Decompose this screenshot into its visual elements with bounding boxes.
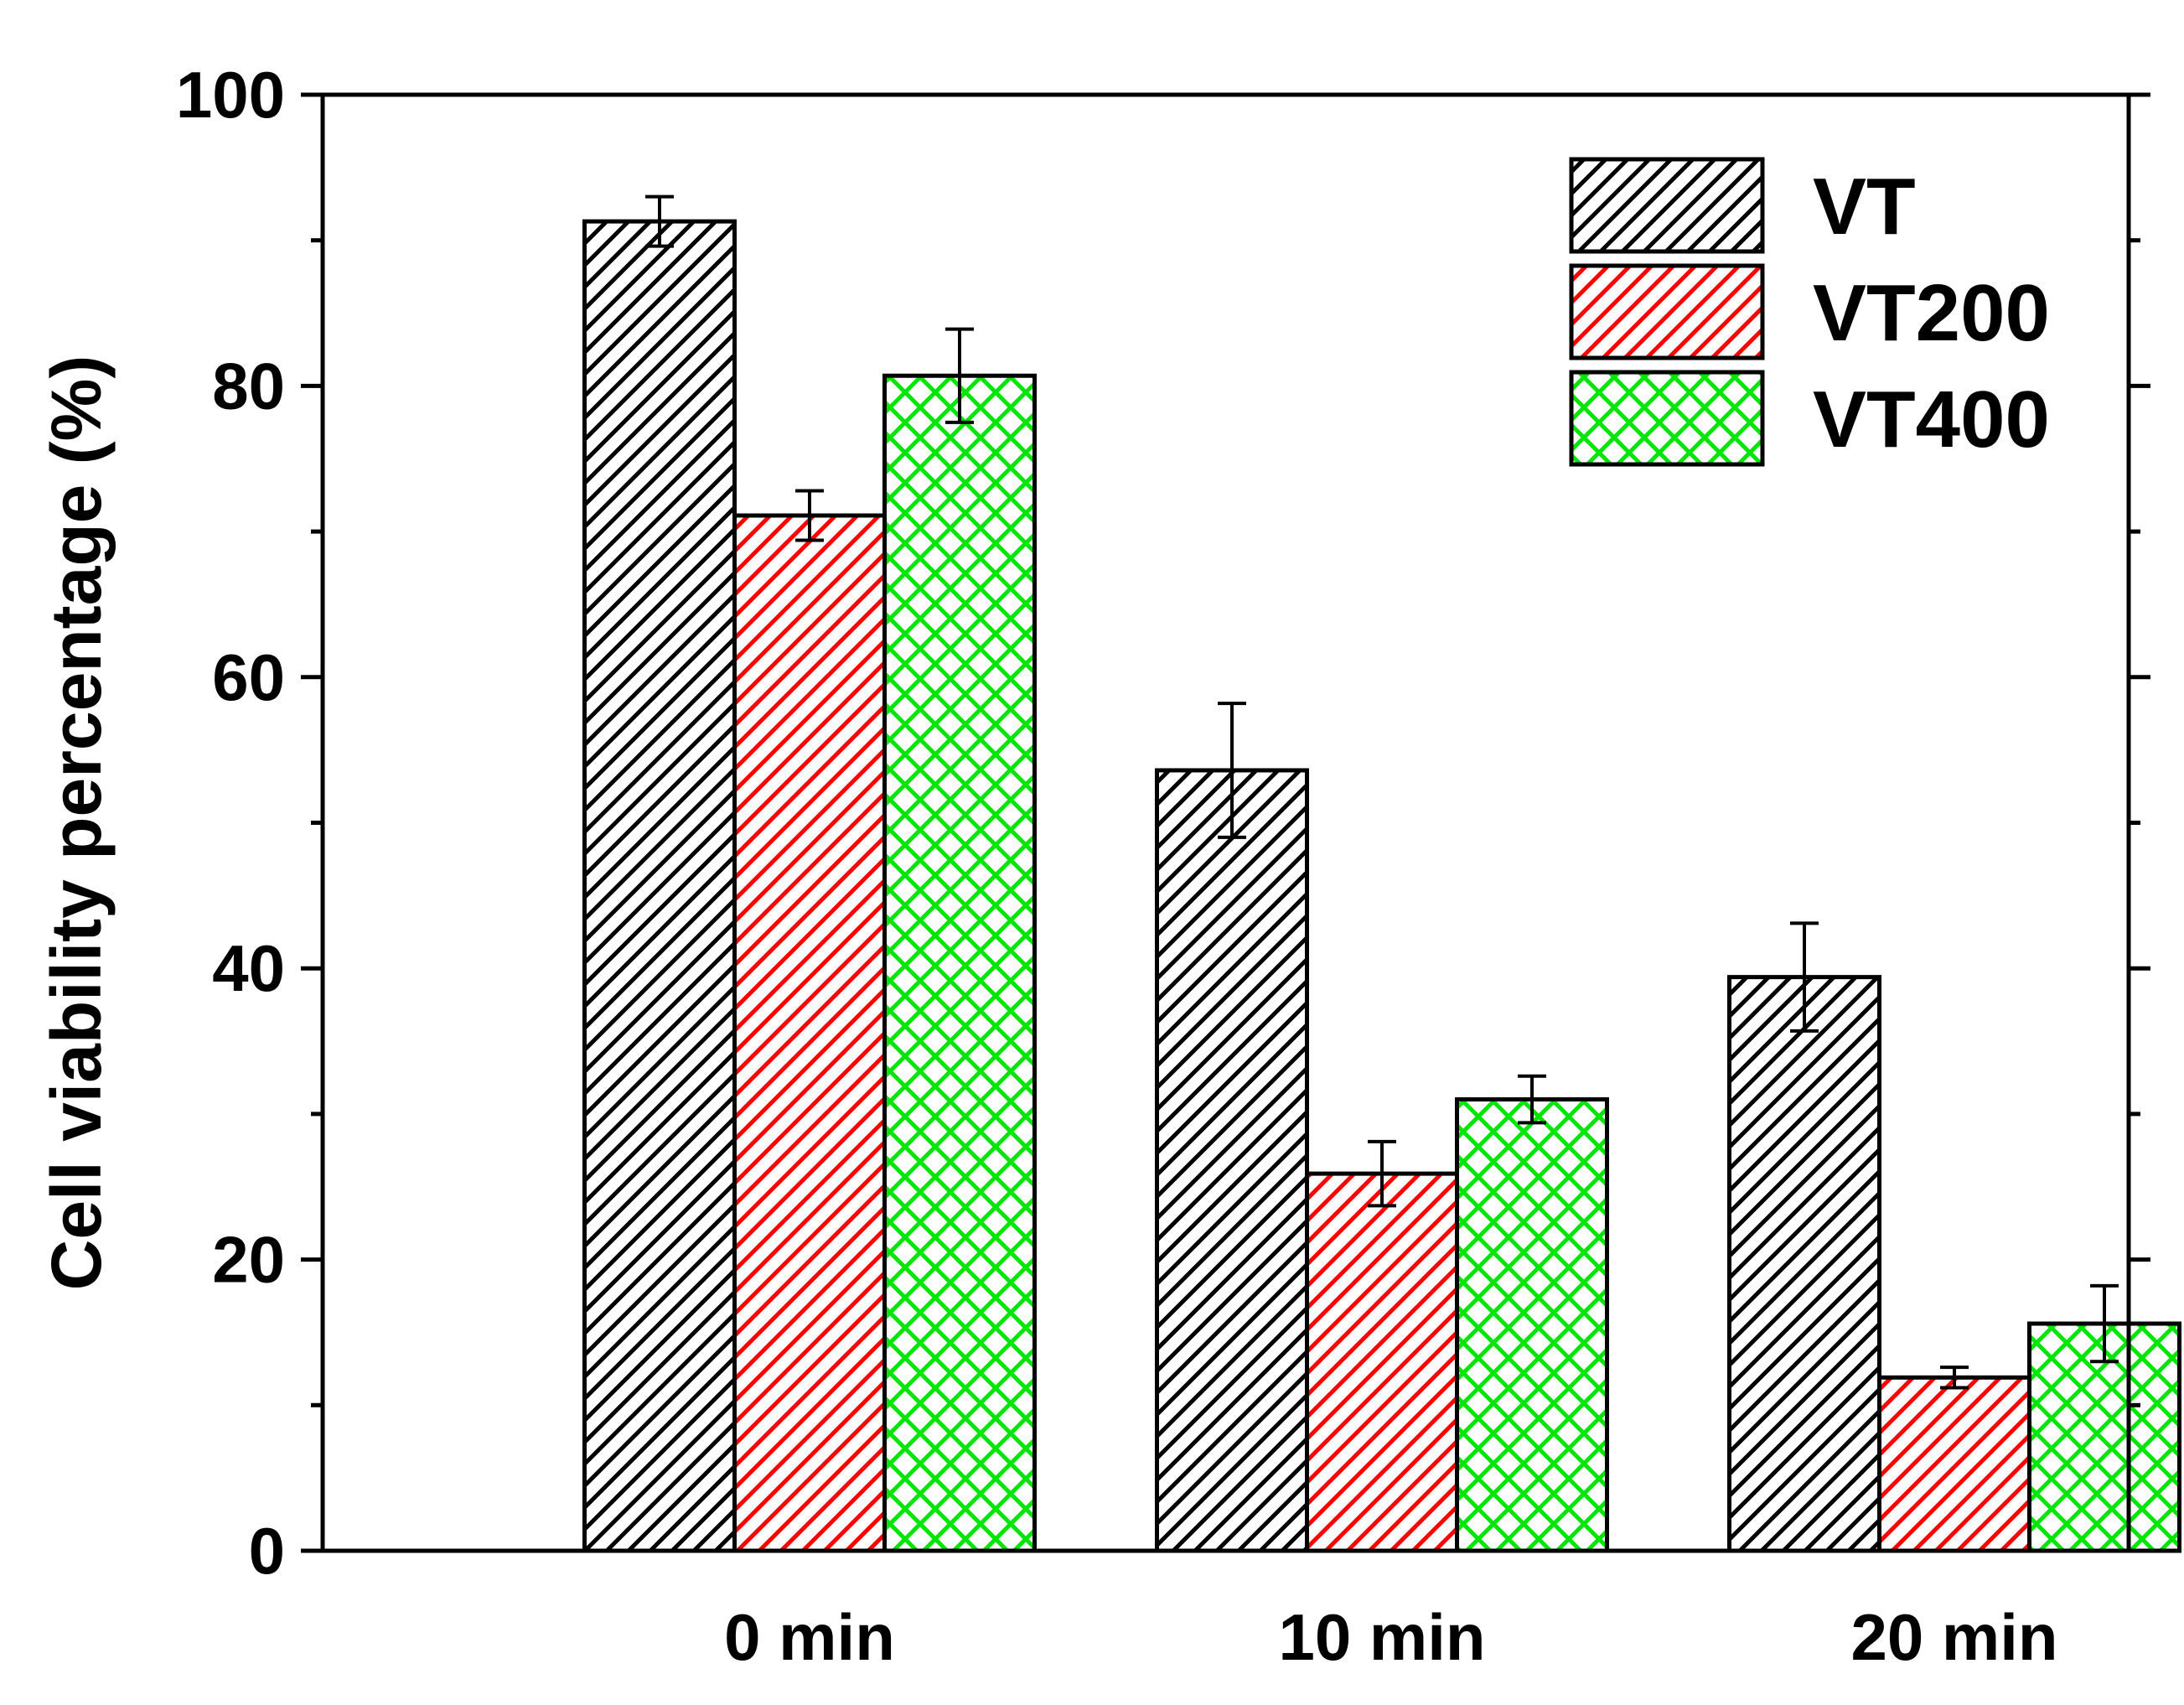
legend-label: VT <box>1813 162 1916 251</box>
bar-vt400-0-min <box>882 373 1037 1553</box>
legend-swatch <box>1569 263 1765 360</box>
y-tick-label: 100 <box>176 58 285 132</box>
legend: VT VT200 VT400 <box>1569 157 2050 467</box>
bar-vt-20-min <box>1727 975 1881 1553</box>
labels-layer: 0 20 40 60 80 100 0 min 10 min 20 min <box>176 58 2058 1674</box>
error-bar-vt200-10-min <box>1368 1139 1396 1208</box>
legend-swatch <box>1569 157 1765 254</box>
y-tick-label: 20 <box>212 1223 285 1297</box>
legend-label: VT400 <box>1813 375 2050 464</box>
ticks-layer <box>301 92 2150 1553</box>
error-bar-vt400-10-min <box>1518 1074 1546 1125</box>
error-bar-vt-20-min <box>1790 921 1819 1033</box>
legend-swatch <box>1569 370 1765 467</box>
legend-item-vt: VT <box>1569 157 1916 254</box>
error-bars-layer <box>645 194 2119 1390</box>
y-tick-label: 80 <box>212 349 285 422</box>
y-tick-label: 40 <box>212 931 285 1005</box>
bar-vt-0-min <box>582 219 737 1553</box>
error-bar-vt-10-min <box>1218 702 1246 839</box>
error-bar-vt200-0-min <box>795 489 824 542</box>
error-bar-vt400-0-min <box>945 327 974 424</box>
y-tick-label: 60 <box>212 640 285 714</box>
bar-vt200-0-min <box>732 513 887 1553</box>
error-bar-vt400-20-min <box>2090 1283 2119 1364</box>
legend-item-vt400: VT400 <box>1569 370 2050 467</box>
x-tick-label: 10 min <box>1278 1600 1485 1674</box>
y-tick-label: 0 <box>249 1514 285 1588</box>
legend-label: VT200 <box>1813 268 2050 358</box>
error-bar-vt200-20-min <box>1940 1366 1969 1390</box>
y-axis-title: Cell viability percentage (%) <box>37 355 116 1291</box>
bar-vt-10-min <box>1155 768 1309 1553</box>
x-tick-label: 0 min <box>724 1600 895 1674</box>
bar-vt200-10-min <box>1305 1171 1459 1553</box>
x-tick-label: 20 min <box>1850 1600 2057 1674</box>
error-bar-vt-0-min <box>645 194 674 248</box>
bar-vt200-20-min <box>1877 1375 2031 1553</box>
legend-item-vt200: VT200 <box>1569 263 2050 360</box>
bar-vt400-10-min <box>1455 1097 1609 1553</box>
